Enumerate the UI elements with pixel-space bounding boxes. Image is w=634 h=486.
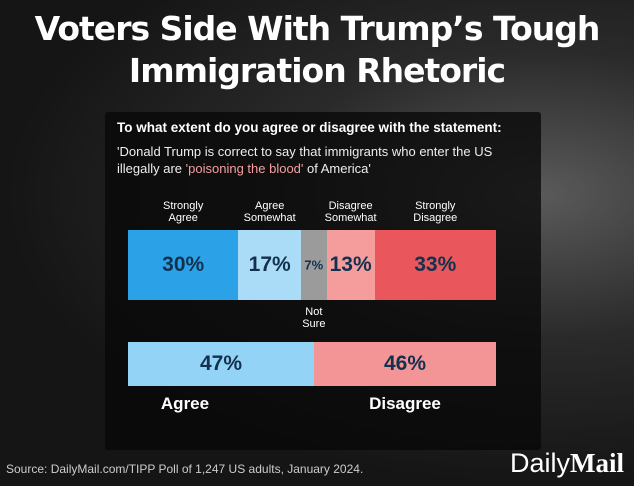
legend-label: Strongly Agree <box>163 200 204 224</box>
bar-segment <box>326 230 375 300</box>
quote-text: of America' <box>303 161 371 176</box>
bar-segment <box>128 230 239 300</box>
value-label: 17% <box>248 253 291 276</box>
quote: 'Donald Trump is correct to say that imm… <box>117 143 517 177</box>
brand: DailyMail <box>510 448 624 479</box>
brand-part: Mail <box>570 448 624 478</box>
legend-label: Strongly Disagree <box>413 200 458 224</box>
legend-label: Agree <box>160 394 210 413</box>
quote-text: 'Donald Trump is correct to say that imm… <box>117 144 493 176</box>
brand-part: Daily <box>509 448 570 478</box>
bar-segment <box>238 230 301 300</box>
legend-label: Not Sure <box>302 306 326 330</box>
value-label: 13% <box>329 253 372 276</box>
value-label: 7% <box>304 257 324 273</box>
title: Voters Side With Trump’s Tough Immigrati… <box>34 9 601 90</box>
legend-label: Disagree <box>369 394 441 413</box>
value-label: 30% <box>162 253 205 276</box>
bar-segment <box>300 230 327 300</box>
legend-label: Agree Somewhat <box>243 200 296 224</box>
value-label: 47% <box>199 352 242 375</box>
bar-segment <box>374 230 496 300</box>
question: To what extent do you agree or disagree … <box>117 120 502 135</box>
value-label: 33% <box>414 253 457 276</box>
bar-segment <box>128 342 314 386</box>
value-label: 46% <box>383 352 426 375</box>
bar-segment <box>313 342 496 386</box>
quote-highlight: 'poisoning the blood' <box>185 161 304 176</box>
legend-label: Disagree Somewhat <box>324 200 377 224</box>
source: Source: DailyMail.com/TIPP Poll of 1,247… <box>6 462 364 476</box>
